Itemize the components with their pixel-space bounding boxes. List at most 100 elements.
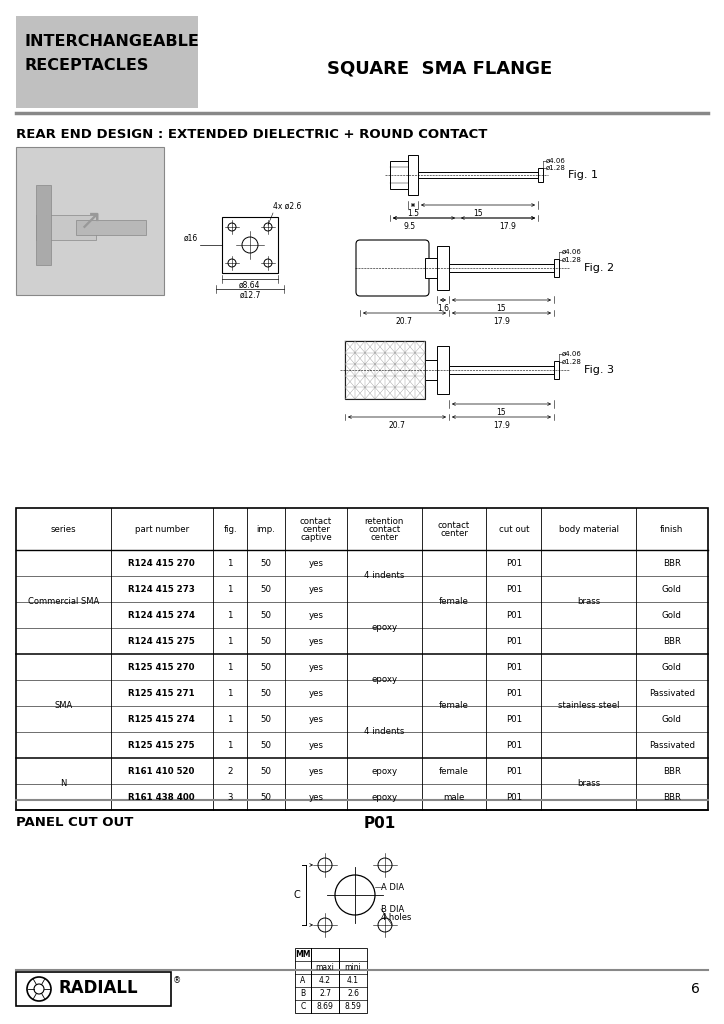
Bar — [16, 147, 164, 295]
Text: 4 indents: 4 indents — [364, 571, 405, 581]
Bar — [449, 264, 554, 272]
Bar — [16, 16, 198, 108]
Text: maxi: maxi — [316, 963, 334, 972]
Circle shape — [228, 259, 236, 267]
Text: Fig. 2: Fig. 2 — [584, 263, 614, 273]
Bar — [345, 341, 425, 399]
Text: ø4.06: ø4.06 — [546, 158, 566, 164]
Text: ø4.06: ø4.06 — [562, 249, 582, 255]
Text: P01: P01 — [506, 740, 522, 750]
Text: yes: yes — [308, 637, 324, 645]
Text: epoxy: epoxy — [371, 793, 397, 802]
Text: 50: 50 — [261, 767, 272, 775]
Text: 15: 15 — [497, 304, 506, 313]
Text: 50: 50 — [261, 558, 272, 567]
Text: 1: 1 — [227, 585, 233, 594]
Text: R161 410 520: R161 410 520 — [128, 767, 195, 775]
Text: P01: P01 — [506, 637, 522, 645]
Bar — [437, 246, 449, 290]
Text: 20.7: 20.7 — [395, 317, 413, 326]
Bar — [36, 185, 51, 265]
Text: brass: brass — [577, 597, 600, 606]
Text: epoxy: epoxy — [371, 676, 397, 684]
Bar — [538, 168, 543, 182]
Text: N: N — [60, 779, 67, 788]
Text: SQUARE  SMA FLANGE: SQUARE SMA FLANGE — [327, 59, 552, 77]
Text: part number: part number — [135, 524, 189, 534]
Bar — [449, 366, 554, 374]
Text: P01: P01 — [506, 688, 522, 697]
Bar — [554, 361, 559, 379]
Text: 1: 1 — [227, 637, 233, 645]
Text: Gold: Gold — [662, 715, 682, 724]
Text: BBR: BBR — [663, 767, 681, 775]
Text: MM: MM — [295, 950, 311, 959]
Text: R124 415 273: R124 415 273 — [128, 585, 195, 594]
Text: ø1.28: ø1.28 — [562, 257, 582, 263]
Text: 17.9: 17.9 — [500, 222, 516, 231]
Text: ø12.7: ø12.7 — [240, 291, 261, 300]
Text: epoxy: epoxy — [371, 767, 397, 775]
Text: R124 415 275: R124 415 275 — [128, 637, 195, 645]
Text: fig.: fig. — [223, 524, 237, 534]
Bar — [16, 508, 708, 810]
Text: 17.9: 17.9 — [493, 421, 510, 430]
Text: yes: yes — [308, 610, 324, 620]
Bar — [76, 220, 146, 234]
Text: stainless steel: stainless steel — [557, 701, 619, 711]
Text: R125 415 275: R125 415 275 — [128, 740, 195, 750]
Text: B: B — [300, 989, 306, 998]
Text: yes: yes — [308, 688, 324, 697]
Text: Commercial SMA: Commercial SMA — [28, 597, 99, 606]
Text: center: center — [302, 524, 330, 534]
Text: yes: yes — [308, 793, 324, 802]
Text: 50: 50 — [261, 663, 272, 672]
Text: 1: 1 — [227, 688, 233, 697]
Text: 1: 1 — [227, 715, 233, 724]
Text: P01: P01 — [506, 558, 522, 567]
Text: REAR END DESIGN : EXTENDED DIELECTRIC + ROUND CONTACT: REAR END DESIGN : EXTENDED DIELECTRIC + … — [16, 128, 487, 141]
Text: 2.6: 2.6 — [347, 989, 359, 998]
Circle shape — [27, 977, 51, 1001]
Text: C: C — [293, 890, 300, 900]
Text: 1: 1 — [227, 558, 233, 567]
Bar — [16, 972, 171, 1006]
Circle shape — [318, 918, 332, 932]
Text: 8.69: 8.69 — [316, 1002, 334, 1011]
Text: yes: yes — [308, 767, 324, 775]
Text: 4.1: 4.1 — [347, 976, 359, 985]
Text: 9.5: 9.5 — [404, 222, 416, 231]
Text: P01: P01 — [506, 585, 522, 594]
Text: B DIA: B DIA — [381, 904, 404, 913]
Text: R124 415 270: R124 415 270 — [128, 558, 195, 567]
Text: male: male — [443, 793, 465, 802]
Text: ø8.64: ø8.64 — [239, 281, 261, 290]
Text: ø4.06: ø4.06 — [562, 351, 582, 357]
Bar — [222, 217, 278, 273]
Text: P01: P01 — [506, 715, 522, 724]
Text: yes: yes — [308, 558, 324, 567]
Text: contact: contact — [438, 520, 470, 529]
Circle shape — [335, 874, 375, 915]
Text: 4 holes: 4 holes — [381, 912, 411, 922]
Bar — [437, 346, 449, 394]
Text: R125 415 271: R125 415 271 — [128, 688, 195, 697]
Circle shape — [318, 858, 332, 872]
Text: 8.59: 8.59 — [345, 1002, 361, 1011]
Text: 1.6: 1.6 — [437, 304, 449, 313]
Text: yes: yes — [308, 585, 324, 594]
Bar — [390, 161, 408, 189]
Text: ø16: ø16 — [184, 234, 198, 243]
Text: female: female — [439, 701, 469, 711]
Text: epoxy: epoxy — [371, 624, 397, 633]
Text: R124 415 274: R124 415 274 — [128, 610, 195, 620]
Text: P01: P01 — [506, 793, 522, 802]
Circle shape — [264, 223, 272, 231]
Text: BBR: BBR — [663, 637, 681, 645]
Circle shape — [228, 223, 236, 231]
Text: 3: 3 — [227, 793, 233, 802]
Text: retention: retention — [365, 516, 404, 525]
Text: 15: 15 — [497, 408, 506, 417]
FancyBboxPatch shape — [356, 240, 429, 296]
Text: 50: 50 — [261, 585, 272, 594]
